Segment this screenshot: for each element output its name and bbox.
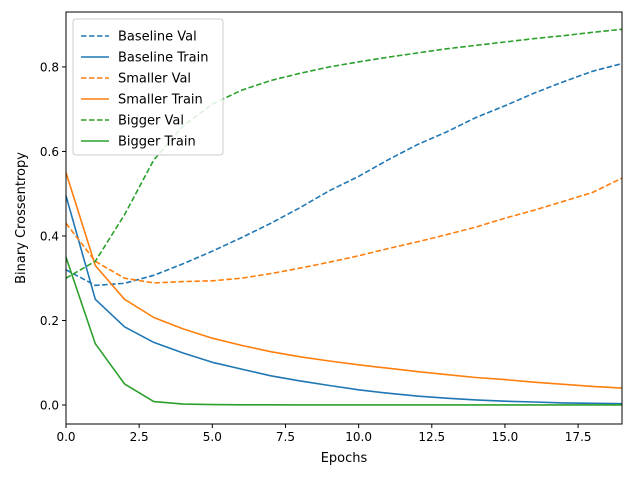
y-tick-label: 0.8 [40,60,59,74]
legend-label: Smaller Train [118,93,203,108]
series-line-bigger-train [65,256,622,406]
series-line-smaller-val [65,177,623,284]
y-axis-label: Binary Crossentropy [14,152,29,284]
series-line-baseline-train [65,195,623,405]
x-tick-label: 10.0 [345,430,372,444]
legend-box [72,18,224,156]
plot-lines [65,28,623,406]
x-axis-label: Epochs [321,451,368,466]
legend: Baseline Val Baseline Train Smaller Val Sma… [72,18,224,156]
series-line-baseline-val [65,62,623,287]
plot-frame [65,11,623,425]
legend-label: Smaller Val [118,72,191,87]
y-axis-ticks: 0.0 0.2 0.4 0.6 0.8 [40,60,66,412]
x-tick-label: 2.5 [130,430,149,444]
x-tick-label: 7.5 [276,430,295,444]
y-tick-label: 0.6 [40,145,59,159]
legend-label: Bigger Train [118,135,196,150]
legend-label: Bigger Val [118,114,184,129]
legend-label: Baseline Val [118,30,197,45]
x-tick-label: 12.5 [418,430,445,444]
x-tick-label: 17.5 [565,430,592,444]
x-tick-label: 5.0 [203,430,222,444]
x-tick-label: 15.0 [492,430,519,444]
series-line-bigger-val [65,28,623,279]
x-axis-ticks: 0.0 2.5 5.0 7.5 10.0 12.5 15.0 17.5 [56,424,591,444]
legend-label: Baseline Train [118,51,208,66]
series-line-smaller-train [65,172,623,389]
y-tick-label: 0.2 [40,314,59,328]
x-tick-label: 0.0 [56,430,75,444]
y-tick-label: 0.0 [40,398,59,412]
y-tick-label: 0.4 [40,229,59,243]
